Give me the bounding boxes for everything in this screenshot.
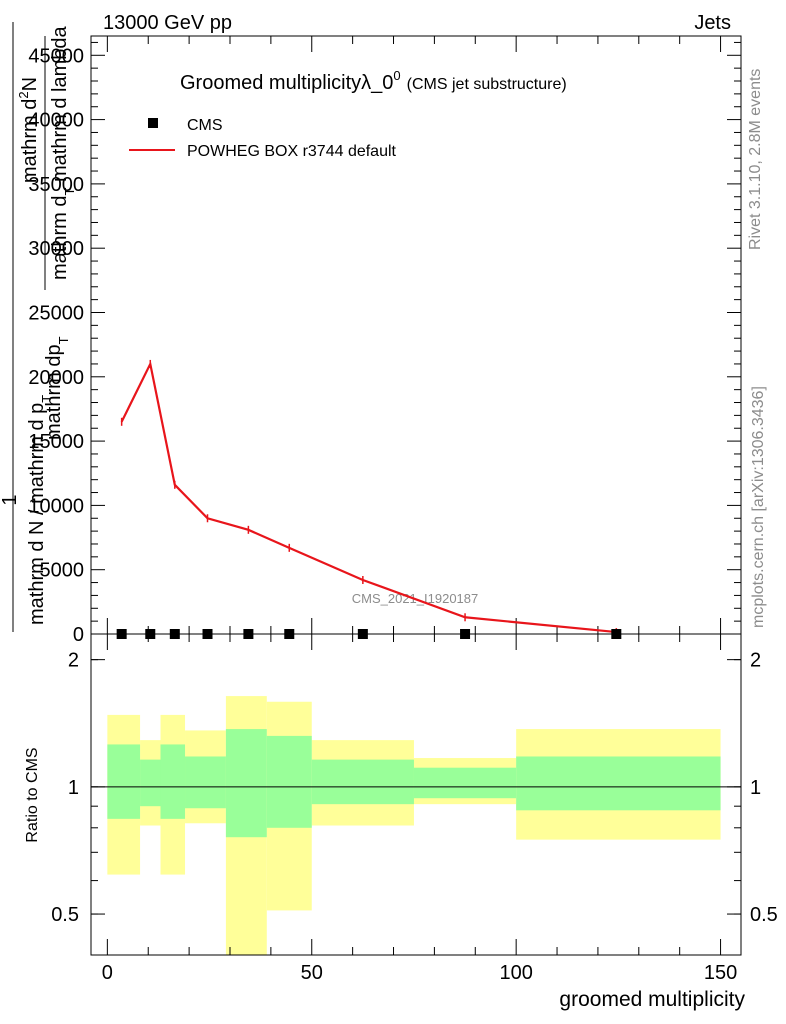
ratio-y-tick-label: 1 (68, 777, 79, 799)
ratio-x-ticks: 0 50 100 150 (102, 634, 737, 984)
ylabel-denominator: mathrm d N / mathrm d pT (26, 395, 54, 625)
chart-title-sup: 0 (393, 68, 400, 83)
ratio-inner-band (160, 744, 186, 819)
main-y-tick-label: 25000 (28, 302, 84, 324)
main-y-tick-label: 30000 (28, 238, 84, 260)
ratio-y-tick-label-right: 2 (750, 650, 761, 672)
main-y-tick-label: 0 (73, 624, 84, 646)
main-y-tick-label: 5000 (40, 560, 85, 582)
ratio-inner-band (185, 756, 226, 809)
ratio-inner-band (266, 735, 312, 828)
process-label: Jets (694, 12, 731, 34)
chart-title-text: Groomed multiplicityλ_0 (180, 72, 393, 94)
chart-title: Groomed multiplicityλ_00 (CMS jet substru… (180, 68, 567, 94)
ratio-y-tick-label: 2 (68, 650, 79, 672)
rivet-label: Rivet 3.1.10, 2.8M events (747, 69, 764, 250)
ratio-frame (90, 633, 742, 956)
main-y-tick-label: 10000 (28, 495, 84, 517)
legend-mc-label: POWHEG BOX r3744 default (187, 143, 397, 160)
main-y-axis-label: 1 mathrm d N / mathrm d pT mathrm d2N ma… (0, 22, 77, 632)
ratio-inner-band (516, 756, 721, 811)
ratio-inner-band (140, 759, 161, 807)
chart-subtitle: (CMS jet substructure) (407, 76, 567, 93)
ratio-y-tick-label-right: 1 (750, 777, 761, 799)
mcplots-label: mcplots.cern.ch [arXiv:1306.3436] (750, 386, 767, 628)
x-tick-label: 100 (499, 962, 532, 984)
ylabel-frac-den-a: mathrm dpT (43, 336, 71, 440)
main-y-tick-label: 45000 (28, 45, 84, 67)
ratio-y-ticks: 0.5 0.5 1 1 2 2 (51, 650, 778, 926)
ratio-y-tick-label-right: 0.5 (750, 904, 778, 926)
main-y-tick-label: 40000 (28, 110, 84, 132)
energy-label: 13000 GeV pp (103, 12, 232, 34)
ylabel-numerator-one: 1 (0, 494, 21, 505)
main-y-ticks: 0 5000 10000 15000 20000 25000 30000 35000 40000… (28, 41, 741, 646)
main-y-tick-label: 20000 (28, 367, 84, 389)
ratio-inner-band (225, 729, 267, 838)
ylabel-frac-den-b: mathrm dT mathrm d lambda (49, 26, 77, 280)
ratio-y-axis-label: Ratio to CMS (24, 747, 41, 842)
x-tick-label: 0 (102, 962, 113, 984)
x-tick-label: 50 (301, 962, 323, 984)
x-tick-label: 150 (704, 962, 737, 984)
ratio-y-tick-label: 0.5 (51, 904, 79, 926)
ratio-inner-band (107, 744, 141, 819)
main-y-tick-label: 35000 (28, 174, 84, 196)
main-y-tick-label: 15000 (28, 431, 84, 453)
legend-cms-marker (148, 118, 158, 128)
x-axis-label: groomed multiplicity (559, 988, 745, 1011)
ratio-bands-group (107, 696, 721, 955)
ylabel-frac-numerator: mathrm d2N (16, 77, 41, 183)
ratio-inner-band (413, 767, 517, 799)
mc-curve-group (120, 359, 618, 637)
legend-cms-label: CMS (187, 117, 223, 134)
ratio-inner-band (311, 759, 414, 805)
